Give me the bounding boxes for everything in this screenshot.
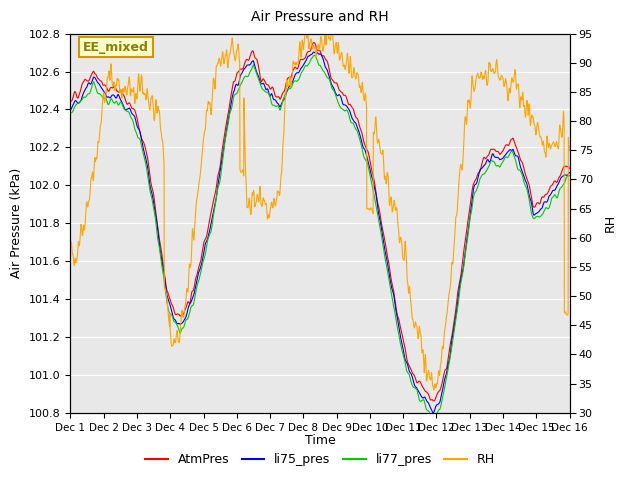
Y-axis label: RH: RH bbox=[604, 214, 617, 232]
Text: Air Pressure and RH: Air Pressure and RH bbox=[251, 10, 389, 24]
Y-axis label: Air Pressure (kPa): Air Pressure (kPa) bbox=[10, 168, 23, 278]
Text: EE_mixed: EE_mixed bbox=[83, 41, 148, 54]
X-axis label: Time: Time bbox=[305, 434, 335, 447]
Legend: AtmPres, li75_pres, li77_pres, RH: AtmPres, li75_pres, li77_pres, RH bbox=[140, 448, 500, 471]
